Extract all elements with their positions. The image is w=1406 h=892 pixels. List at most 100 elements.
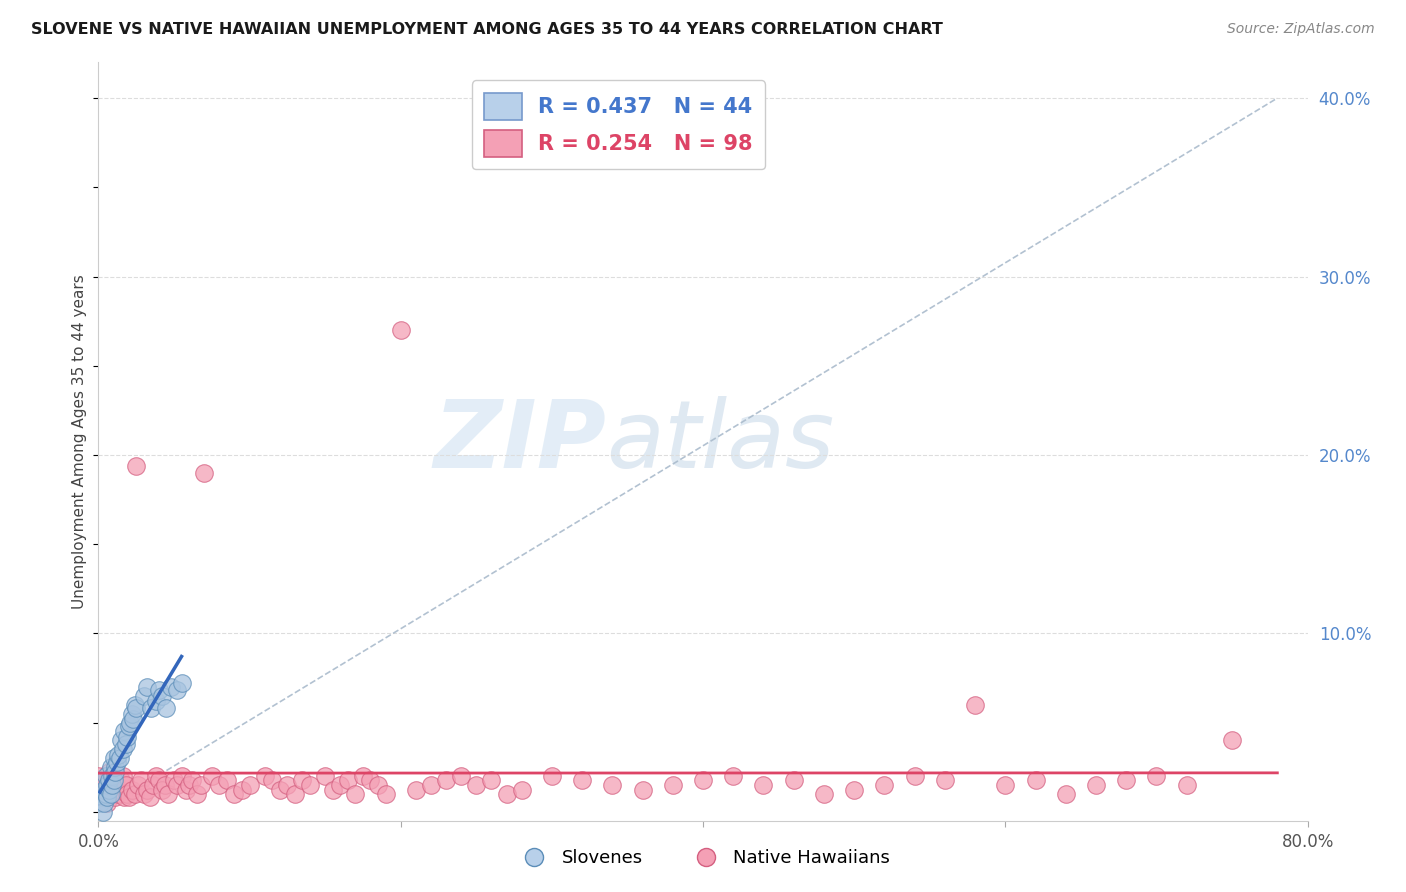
Point bbox=[101, 778, 124, 792]
Point bbox=[124, 698, 146, 712]
Text: SLOVENE VS NATIVE HAWAIIAN UNEMPLOYMENT AMONG AGES 35 TO 44 YEARS CORRELATION CH: SLOVENE VS NATIVE HAWAIIAN UNEMPLOYMENT … bbox=[31, 22, 943, 37]
Point bbox=[124, 787, 146, 801]
Point bbox=[434, 772, 457, 787]
Point bbox=[994, 778, 1017, 792]
Point bbox=[93, 783, 115, 797]
Point bbox=[360, 772, 382, 787]
Point bbox=[692, 772, 714, 787]
Point bbox=[89, 796, 111, 810]
Point bbox=[190, 778, 212, 792]
Point bbox=[118, 719, 141, 733]
Point bbox=[336, 772, 359, 787]
Point bbox=[118, 790, 141, 805]
Point bbox=[181, 772, 204, 787]
Point bbox=[904, 769, 927, 783]
Point bbox=[103, 772, 125, 787]
Point bbox=[112, 790, 135, 805]
Point bbox=[104, 765, 127, 780]
Point bbox=[329, 778, 352, 792]
Point bbox=[873, 778, 896, 792]
Point bbox=[299, 778, 322, 792]
Point bbox=[540, 769, 562, 783]
Text: Source: ZipAtlas.com: Source: ZipAtlas.com bbox=[1227, 22, 1375, 37]
Point bbox=[844, 783, 866, 797]
Point bbox=[783, 772, 806, 787]
Point bbox=[352, 769, 374, 783]
Point bbox=[166, 778, 188, 792]
Point bbox=[101, 769, 124, 783]
Point bbox=[90, 790, 112, 805]
Point bbox=[1085, 778, 1108, 792]
Point bbox=[94, 787, 117, 801]
Point bbox=[224, 787, 246, 801]
Point bbox=[1220, 733, 1243, 747]
Point bbox=[215, 772, 238, 787]
Point bbox=[104, 760, 127, 774]
Point bbox=[1144, 769, 1167, 783]
Legend: Slovenes, Native Hawaiians: Slovenes, Native Hawaiians bbox=[509, 842, 897, 874]
Point bbox=[262, 772, 284, 787]
Point bbox=[91, 783, 114, 797]
Point bbox=[231, 783, 253, 797]
Point bbox=[145, 694, 167, 708]
Point bbox=[201, 769, 224, 783]
Point bbox=[89, 778, 111, 792]
Point bbox=[105, 778, 128, 792]
Point bbox=[93, 796, 115, 810]
Point bbox=[96, 796, 118, 810]
Point bbox=[141, 701, 163, 715]
Point bbox=[105, 755, 128, 769]
Point bbox=[91, 805, 114, 819]
Point bbox=[170, 676, 193, 690]
Point bbox=[110, 733, 132, 747]
Point bbox=[145, 769, 167, 783]
Point bbox=[101, 772, 124, 787]
Legend: R = 0.437   N = 44, R = 0.254   N = 98: R = 0.437 N = 44, R = 0.254 N = 98 bbox=[471, 80, 765, 169]
Point bbox=[115, 787, 138, 801]
Point bbox=[100, 787, 122, 801]
Point bbox=[186, 787, 208, 801]
Point bbox=[104, 790, 127, 805]
Point bbox=[94, 769, 117, 783]
Point bbox=[108, 783, 131, 797]
Point bbox=[322, 783, 344, 797]
Point bbox=[465, 778, 488, 792]
Point bbox=[98, 772, 121, 787]
Point bbox=[965, 698, 987, 712]
Point bbox=[148, 683, 170, 698]
Point bbox=[389, 323, 412, 337]
Point bbox=[405, 783, 427, 797]
Point bbox=[253, 769, 276, 783]
Point bbox=[107, 787, 129, 801]
Point bbox=[115, 730, 138, 744]
Point bbox=[103, 783, 125, 797]
Point bbox=[276, 778, 298, 792]
Point bbox=[284, 787, 307, 801]
Point bbox=[179, 778, 201, 792]
Point bbox=[723, 769, 745, 783]
Text: atlas: atlas bbox=[606, 396, 835, 487]
Point bbox=[174, 783, 197, 797]
Point bbox=[107, 747, 129, 762]
Point bbox=[129, 772, 152, 787]
Point bbox=[111, 742, 134, 756]
Point bbox=[93, 772, 115, 787]
Point bbox=[110, 772, 132, 787]
Point bbox=[100, 760, 122, 774]
Point bbox=[481, 772, 503, 787]
Point bbox=[208, 778, 231, 792]
Point bbox=[934, 772, 956, 787]
Point bbox=[155, 701, 177, 715]
Point bbox=[135, 783, 157, 797]
Point bbox=[374, 787, 396, 801]
Point bbox=[120, 715, 142, 730]
Point bbox=[139, 790, 162, 805]
Point bbox=[122, 712, 145, 726]
Point bbox=[150, 783, 173, 797]
Point bbox=[94, 787, 117, 801]
Point bbox=[132, 787, 155, 801]
Point bbox=[163, 772, 186, 787]
Point bbox=[1054, 787, 1077, 801]
Point bbox=[148, 772, 170, 787]
Point bbox=[91, 790, 114, 805]
